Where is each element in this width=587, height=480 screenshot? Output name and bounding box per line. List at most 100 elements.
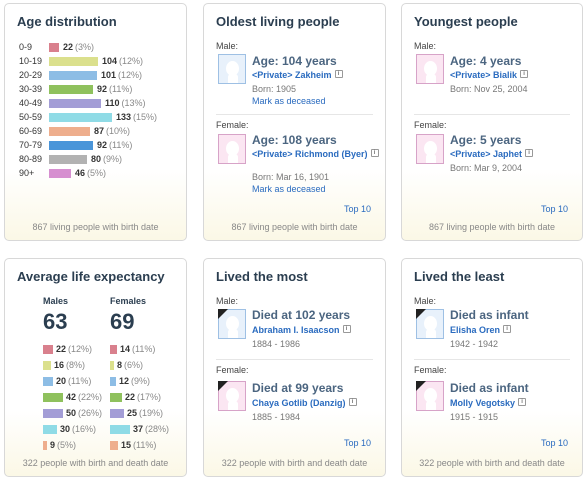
age-bar [49,126,90,136]
age-range-label: 90+ [19,168,35,178]
card-footer: 322 people with birth and death date [22,458,169,468]
person-name-link[interactable]: Molly Vegotsky i [450,398,527,408]
count: 42 [66,392,77,402]
age-bar [49,56,98,66]
age-distribution-row: 20-29 101 (12%) [19,69,142,81]
age-count: 87 [94,126,105,136]
person-birth: Born: 1905 [252,84,297,94]
tag-icon[interactable]: i [370,149,379,157]
card-title: Youngest people [414,14,518,29]
top10-link[interactable]: Top 10 [343,438,371,448]
tag-icon[interactable]: i [525,149,534,157]
age-percent: (5%) [87,168,107,178]
age-bar [49,42,59,52]
person-name-link[interactable]: Chaya Gotlib (Danzig) i [252,398,357,408]
deceased-female-silhouette-icon[interactable] [416,381,444,411]
females-row: 8 (6%) [110,359,143,371]
mark-deceased-link[interactable]: Mark as deceased [252,96,326,106]
age-percent: (11%) [109,140,133,150]
age-distribution-row: 90+ 46 (5%) [19,167,106,179]
males-label: Males [43,296,69,306]
person-name-link[interactable]: <Private> Zakheim i [252,70,343,80]
males-row: 20 (11%) [43,375,91,387]
person-name-link[interactable]: Elisha Oren i [450,325,512,335]
person-lifespan: 1942 - 1942 [450,339,499,349]
divider [216,359,373,360]
person-name-link[interactable]: <Private> Richmond (Byer) i [252,149,382,159]
females-average: 69 [110,309,135,334]
count: 16 [54,360,65,370]
bar [110,360,114,370]
person-age: Age: 108 years [252,133,337,147]
percent: (11%) [133,440,157,450]
person-name-link[interactable]: <Private> Bialik i [450,70,529,80]
female-silhouette-icon[interactable] [218,134,246,164]
bar [43,344,53,354]
age-count: 92 [97,140,108,150]
person-name-link[interactable]: Abraham I. Isaacson i [252,325,351,335]
age-count: 101 [101,70,117,80]
age-bar [49,140,93,150]
count: 37 [133,424,144,434]
age-distribution-row: 40-49 110 (13%) [19,97,146,109]
age-percent: (9%) [103,154,123,164]
percent: (17%) [137,392,162,402]
card-title: Average life expectancy [17,269,165,284]
deceased-male-silhouette-icon[interactable] [218,309,246,339]
percent: (11%) [68,376,92,386]
percent: (11%) [132,344,156,354]
card-title: Lived the least [414,269,505,284]
deceased-male-silhouette-icon[interactable] [416,309,444,339]
male-label: Male: [414,41,437,51]
age-percent: (12%) [118,70,143,80]
person-age: Died as infant [450,308,529,322]
card-footer: 322 people with birth and death date [419,458,565,468]
age-range-label: 80-89 [19,154,43,164]
age-count: 80 [91,154,102,164]
tag-icon[interactable]: i [518,398,527,406]
deceased-female-silhouette-icon[interactable] [218,381,246,411]
age-distribution-row: 30-39 92 (11%) [19,83,132,95]
tag-icon[interactable]: i [348,398,357,406]
top10-link[interactable]: Top 10 [343,204,371,214]
bar [43,408,63,418]
person-birth: Born: Nov 25, 2004 [450,84,528,94]
tag-icon[interactable]: i [520,70,529,78]
silhouette-icon[interactable] [416,54,444,84]
tag-icon[interactable]: i [334,70,343,78]
age-distribution-card: Age distribution 0-9 22 (3%) 10-19 104 (12%) 2… [4,3,187,241]
top10-link[interactable]: Top 10 [540,204,568,214]
person-name-link[interactable]: <Private> Japhet i [450,149,534,159]
count: 22 [56,344,67,354]
males-row: 30 (16%) [43,423,96,435]
person-age: Died at 99 years [252,381,344,395]
female-label: Female: [414,120,447,130]
top10-link[interactable]: Top 10 [540,438,568,448]
mark-deceased-link[interactable]: Mark as deceased [252,184,326,194]
age-range-label: 20-29 [19,70,43,80]
age-range-label: 0-9 [19,42,33,52]
age-count: 46 [75,168,86,178]
tag-icon[interactable]: i [342,325,351,333]
bar [43,440,47,450]
male-silhouette-icon[interactable] [218,54,246,84]
age-count: 92 [97,84,108,94]
card-footer: 867 living people with birth date [231,222,358,232]
age-percent: (3%) [75,42,95,52]
female-silhouette-icon[interactable] [416,134,444,164]
person-age: Age: 5 years [450,133,522,147]
age-distribution-row: 0-9 22 (3%) [19,41,94,53]
tag-icon[interactable]: i [503,325,512,333]
person-age: Died at 102 years [252,308,351,322]
divider [414,359,570,360]
bar [43,424,57,434]
males-average: 63 [43,309,68,334]
age-count: 110 [105,98,120,108]
count: 22 [125,392,136,402]
person-birth: Born: Mar 16, 1901 [252,172,330,182]
age-percent: (12%) [119,56,144,66]
age-percent: (11%) [109,84,133,94]
bar [43,376,53,386]
person-age: Died as infant [450,381,529,395]
age-distribution-row: 80-89 80 (9%) [19,153,122,165]
